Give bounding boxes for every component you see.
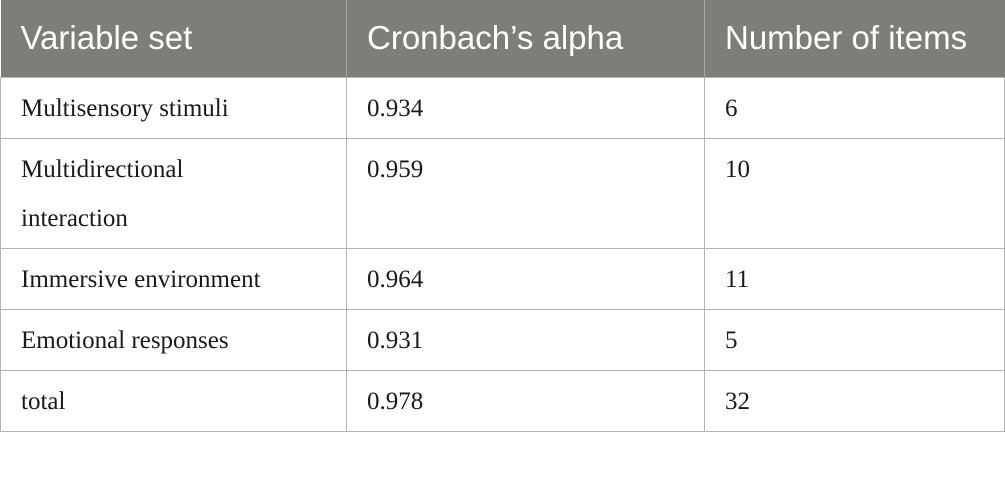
cell-number-of-items: 10 bbox=[704, 137, 1005, 249]
header-row: Variable set Cronbach’s alpha Number of … bbox=[0, 0, 1005, 77]
cell-variable-set: Multisensory stimuli bbox=[0, 76, 347, 139]
cell-number-of-items: 6 bbox=[704, 76, 1005, 139]
header-number-of-items: Number of items bbox=[704, 0, 1005, 77]
cell-variable-set: Immersive environment bbox=[0, 247, 347, 310]
table-body: Multisensory stimuli 0.934 6 Multidirect… bbox=[0, 76, 1005, 432]
cell-number-of-items: 32 bbox=[704, 369, 1005, 432]
reliability-table-container: Variable set Cronbach’s alpha Number of … bbox=[0, 0, 1005, 432]
cell-cronbach-alpha: 0.934 bbox=[346, 76, 705, 139]
table-row: Immersive environment 0.964 11 bbox=[0, 247, 1005, 310]
cell-number-of-items: 11 bbox=[704, 247, 1005, 310]
cell-cronbach-alpha: 0.959 bbox=[346, 137, 705, 249]
table-row: Emotional responses 0.931 5 bbox=[0, 308, 1005, 371]
header-cronbach-alpha: Cronbach’s alpha bbox=[346, 0, 705, 77]
cell-number-of-items: 5 bbox=[704, 308, 1005, 371]
cell-cronbach-alpha: 0.964 bbox=[346, 247, 705, 310]
header-variable-set: Variable set bbox=[0, 0, 347, 77]
table-row: Multisensory stimuli 0.934 6 bbox=[0, 76, 1005, 139]
cell-variable-set: total bbox=[0, 369, 347, 432]
cell-cronbach-alpha: 0.978 bbox=[346, 369, 705, 432]
reliability-table: Variable set Cronbach’s alpha Number of … bbox=[0, 0, 1005, 432]
table-header: Variable set Cronbach’s alpha Number of … bbox=[0, 0, 1005, 77]
table-row: Multidirectional interaction 0.959 10 bbox=[0, 137, 1005, 249]
cell-cronbach-alpha: 0.931 bbox=[346, 308, 705, 371]
cell-variable-set: Multidirectional interaction bbox=[0, 137, 347, 249]
table-row: total 0.978 32 bbox=[0, 369, 1005, 432]
cell-variable-set: Emotional responses bbox=[0, 308, 347, 371]
